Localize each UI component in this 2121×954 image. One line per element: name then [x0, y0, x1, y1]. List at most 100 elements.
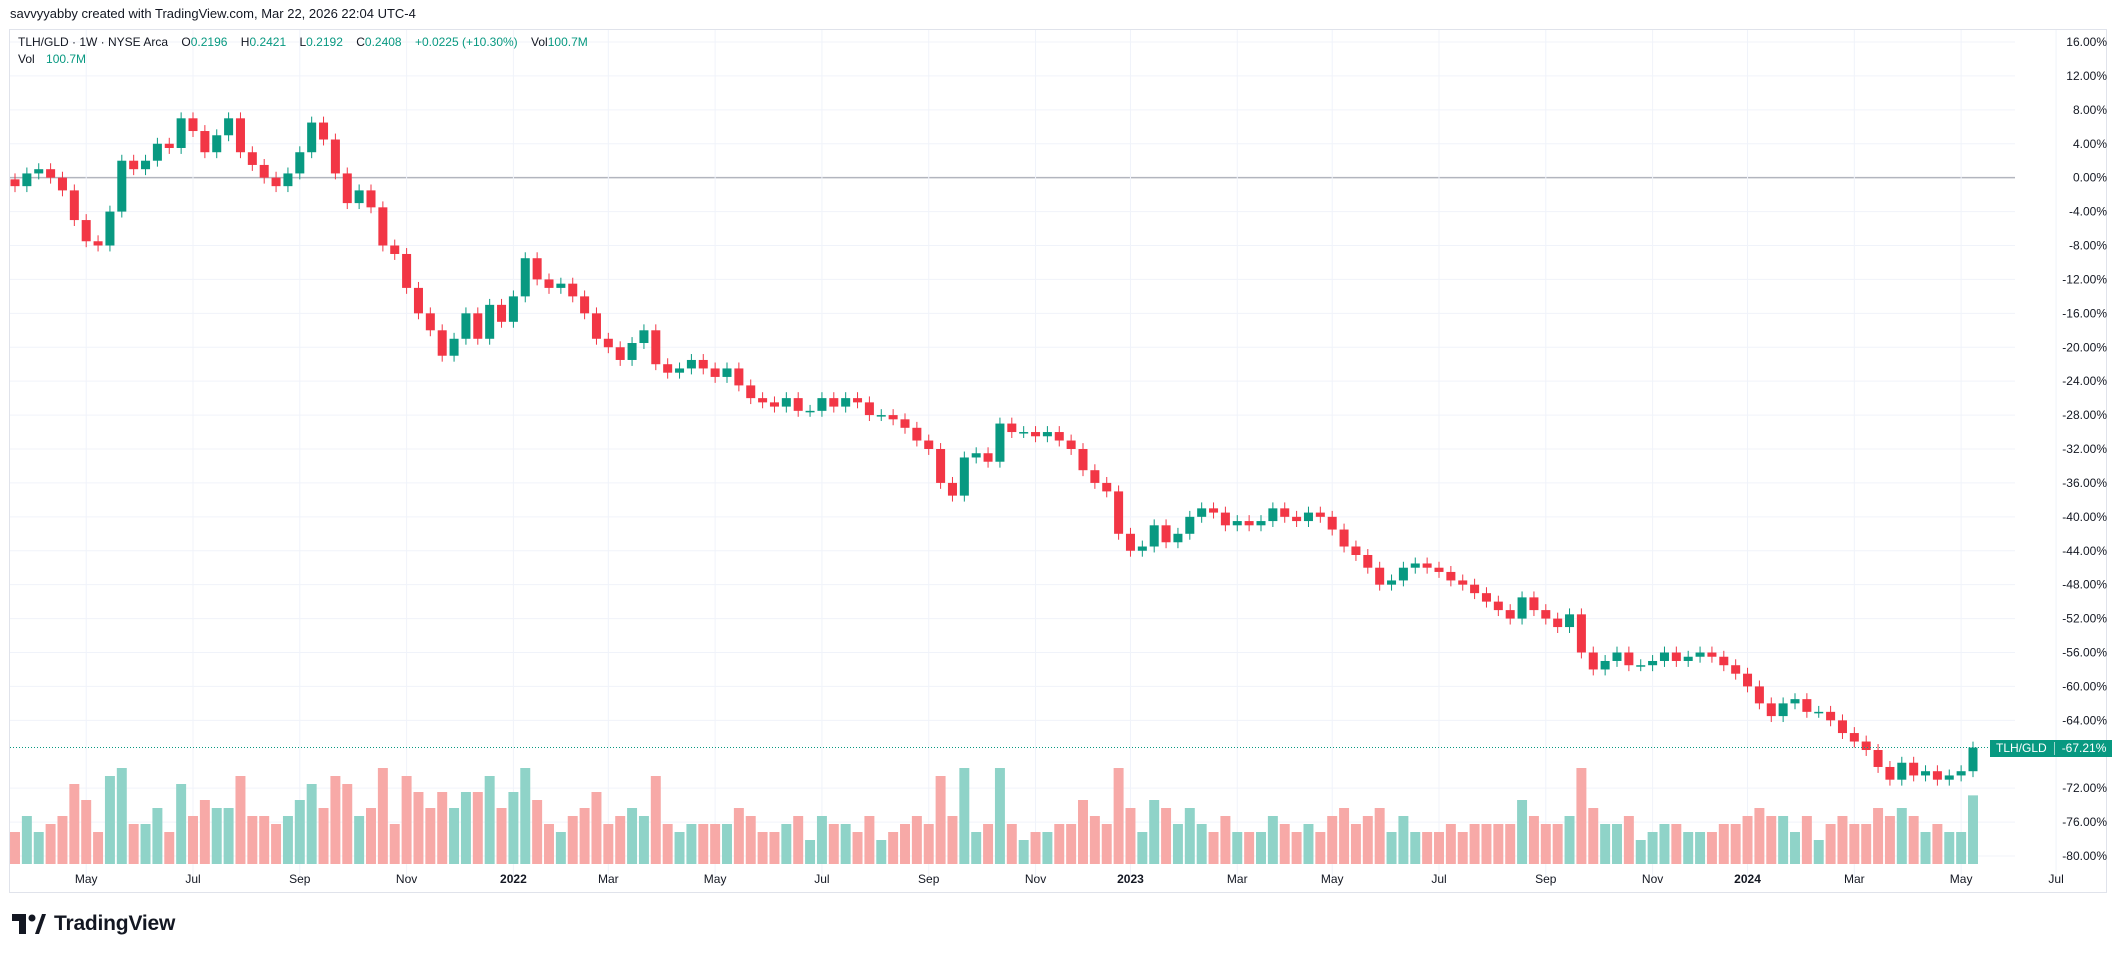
y-tick-label: -80.00%: [2062, 849, 2107, 863]
candle-body: [141, 160, 151, 170]
candle-body: [212, 135, 222, 153]
x-tick-label: May: [1950, 872, 1973, 886]
candle-body: [1019, 432, 1029, 434]
volume-bar: [1968, 795, 1978, 864]
volume-bar: [282, 816, 293, 864]
volume-bar: [1113, 768, 1124, 864]
volume-bar: [1528, 816, 1539, 864]
volume-legend-label: Vol: [18, 52, 35, 66]
legend-low-value: 0.2192: [306, 35, 343, 49]
candle-body: [1315, 512, 1325, 517]
volume-layer: [10, 768, 1978, 864]
volume-bar: [805, 840, 816, 864]
chart-frame[interactable]: [9, 29, 2107, 893]
volume-bar: [1125, 808, 1136, 864]
candle-body: [1612, 652, 1622, 661]
candle-body: [781, 398, 791, 407]
volume-bar: [342, 784, 353, 864]
candle-body: [1197, 508, 1207, 517]
volume-bar: [33, 832, 44, 864]
x-tick-label: Jul: [2048, 872, 2063, 886]
y-tick-label: -48.00%: [2062, 578, 2107, 592]
volume-bar: [1849, 824, 1860, 864]
candle-body: [1351, 546, 1361, 555]
candle-body: [413, 287, 423, 314]
volume-bar: [484, 776, 495, 864]
volume-bar: [1089, 816, 1100, 864]
candle-body: [912, 427, 922, 441]
volume-bar: [1362, 816, 1373, 864]
x-tick-label: Sep: [289, 872, 311, 886]
candle-body: [556, 283, 566, 288]
candle-body: [805, 410, 815, 413]
volume-bar: [1172, 824, 1183, 864]
volume-bar: [532, 800, 543, 864]
y-tick-label: -44.00%: [2062, 544, 2107, 558]
candle-body: [853, 398, 863, 403]
candle-body: [1517, 597, 1527, 619]
y-tick-label: -40.00%: [2062, 510, 2107, 524]
candle-body: [1244, 521, 1254, 526]
legend-vol-label: Vol: [531, 35, 548, 49]
candle-body: [1944, 775, 1954, 780]
candle-body: [390, 245, 400, 254]
candle-body: [1707, 652, 1717, 657]
legend-high-label: H: [240, 35, 250, 49]
volume-bar: [1149, 800, 1160, 864]
badge-symbol: TLH/GLD: [1996, 740, 2047, 755]
y-tick-label: -56.00%: [2062, 646, 2107, 660]
volume-bar: [437, 792, 448, 864]
x-tick-label: Sep: [1535, 872, 1557, 886]
volume-bar: [1623, 816, 1634, 864]
candle-body: [971, 453, 981, 458]
candle-body: [69, 190, 79, 221]
volume-bar: [959, 768, 970, 864]
x-tick-label: Jul: [185, 872, 200, 886]
volume-bar: [1718, 824, 1729, 864]
candle-body: [247, 152, 257, 165]
volume-bar: [923, 824, 934, 864]
volume-bar: [1873, 808, 1884, 864]
volume-bar: [828, 824, 839, 864]
volume-bar: [1564, 816, 1575, 864]
volume-bar: [567, 816, 578, 864]
candle-body: [22, 173, 32, 187]
candle-body: [983, 453, 993, 462]
candle-body: [271, 177, 281, 187]
candle-body: [34, 169, 44, 174]
y-tick-label: -12.00%: [2062, 272, 2107, 286]
legend-symbol: TLH/GLD · 1W · NYSE Arca: [18, 35, 169, 49]
candle-body: [1434, 567, 1444, 572]
volume-bar: [1612, 824, 1622, 864]
volume-bar: [1457, 832, 1468, 864]
y-tick-label: -64.00%: [2062, 713, 2107, 727]
tradingview-logo[interactable]: TradingView: [12, 911, 175, 937]
volume-bar: [1220, 816, 1231, 864]
volume-bar: [603, 824, 614, 864]
x-tick-label: 2022: [500, 872, 527, 886]
candle-body: [1114, 491, 1124, 534]
candle-body: [532, 258, 542, 280]
candle-body: [1624, 652, 1634, 666]
volume-bar: [971, 832, 982, 864]
volume-bar: [69, 784, 80, 864]
volume-bar: [1837, 816, 1848, 864]
x-axis: May Jul Sep Nov 2022 Mar May Jul Sep Nov 2023 Mar Ma…: [75, 872, 2064, 886]
volume-bar: [1291, 832, 1302, 864]
candle-body: [330, 139, 340, 174]
volume-bar: [745, 816, 756, 864]
candle-body: [1695, 652, 1705, 657]
candle-body: [1232, 521, 1242, 526]
volume-bar: [1422, 832, 1433, 864]
legend-close-label: C: [356, 35, 365, 49]
volume-bar: [81, 800, 92, 864]
legend-low-label: L: [299, 35, 307, 49]
volume-bar: [1398, 816, 1409, 864]
candle-body: [663, 364, 673, 373]
candle-body: [1280, 508, 1290, 517]
volume-bar: [1956, 832, 1967, 864]
tradingview-logo-text: TradingView: [54, 912, 176, 935]
x-tick-label: Nov: [1642, 872, 1663, 886]
x-tick-label: Mar: [598, 872, 619, 886]
